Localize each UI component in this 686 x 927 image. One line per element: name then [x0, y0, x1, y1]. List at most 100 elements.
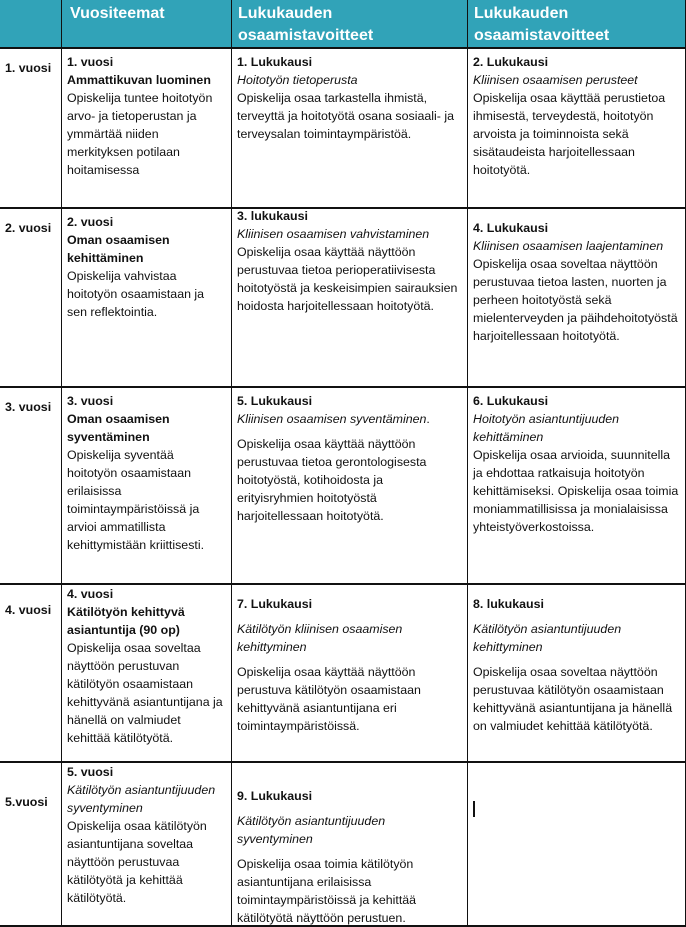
cell-subtitle: Kliinisen osaamisen perusteet — [473, 71, 681, 89]
cell-subtitle: Oman osaamisen syventäminen — [67, 410, 226, 446]
row-divider — [0, 761, 686, 763]
semester-cell: 2. Lukukausi Kliinisen osaamisen perustee… — [468, 47, 686, 207]
cell-text: 7. Lukukausi — [237, 597, 313, 611]
semester-cell: 6. Lukukausi Hoitotyön asiantuntijuuden k… — [468, 386, 686, 583]
cell-title: 2. vuosi — [67, 213, 226, 231]
semester-cell: 3. lukukausi Kliinisen osaamisen vahvista… — [232, 207, 467, 386]
cell-title: 9. Lukukausi — [237, 787, 462, 805]
semester-cell: 1. Lukukausi Hoitotyön tietoperusta Opiske… — [232, 47, 467, 207]
cell-body: Opiskelija osaa käyttää perustietoa ihmi… — [473, 89, 681, 179]
cell-text: Kliinisen osaamisen perusteet — [473, 73, 638, 87]
cell-text: 6. Lukukausi — [473, 394, 549, 408]
cell-subtitle: Hoitotyön tietoperusta — [237, 71, 462, 89]
cell-subtitle: Kätilötyön kehittyvä asiantuntija (90 op… — [67, 603, 226, 639]
year-theme-cell: 3. vuosi Oman osaamisen syventäminen Opisk… — [62, 386, 231, 583]
cell-body: Opiskelija osaa arvioida, suunnitella ja… — [473, 446, 681, 536]
row-divider — [0, 47, 686, 49]
row-divider — [0, 386, 686, 388]
cell-subtitle: Kätilötyön asiantuntijuuden syventyminen — [237, 812, 462, 848]
cell-text: Kätilötyön kliinisen osaamisen kehittymi… — [237, 622, 403, 654]
cell-body: Opiskelija osaa kätilötyön asiantuntijan… — [67, 817, 226, 907]
year-theme-cell: 4. vuosi Kätilötyön kehittyvä asiantunti… — [62, 583, 231, 761]
cell-title: 5. Lukukausi — [237, 392, 462, 410]
text-cursor — [473, 801, 475, 817]
cell-subtitle: Kliinisen osaamisen laajentaminen Opiske… — [473, 237, 681, 345]
year-theme-cell: 1. vuosi Ammattikuvan luominen Opiskelija … — [62, 47, 231, 207]
cell-title: 5. vuosi — [67, 763, 226, 781]
cell-text: Opiskelija osaa kätilötyön asiantuntijan… — [67, 819, 207, 905]
cell-subtitle: Kätilötyön asiantuntijuuden syventyminen — [67, 781, 226, 817]
cell-text: Opiskelija syventää hoitotyön osaamistaa… — [67, 448, 205, 552]
cell-body: Opiskelija osaa käyttää näyttöön perustu… — [237, 663, 462, 735]
cell-text: Kätilötyön kehittyvä asiantuntija (90 op… — [67, 605, 185, 637]
cell-title: 2. Lukukausi — [473, 53, 681, 71]
cell-body: Opiskelija osaa soveltaa näyttöön perust… — [473, 663, 681, 735]
semester-cell — [468, 761, 686, 927]
column-divider — [61, 0, 62, 927]
cell-text: 2. vuosi — [67, 215, 114, 229]
semester-cell: 7. Lukukausi Kätilötyön kliinisen osaami… — [232, 583, 467, 761]
year-cell: 5.vuosi — [5, 795, 48, 809]
cell-text: 2. Lukukausi — [473, 55, 549, 69]
cell-body: Opiskelija osaa toimia kätilötyön asiant… — [237, 855, 462, 927]
cell-text: Opiskelija osaa toimia kätilötyön asiant… — [237, 857, 417, 925]
cell-text: Opiskelija osaa käyttää näyttöön perustu… — [237, 245, 458, 313]
cell-body: Opiskelija osaa soveltaa näyttöön perust… — [67, 639, 226, 747]
semester-cell: 5. Lukukausi Kliinisen osaamisen syventäm… — [232, 386, 467, 583]
header-osaamistavoitteet-1: Lukukauden osaamistavoitteet — [232, 0, 467, 47]
cell-subtitle: Hoitotyön asiantuntijuuden kehittäminen — [473, 410, 681, 446]
row-divider — [0, 583, 686, 585]
column-divider — [467, 0, 468, 927]
cell-text: Opiskelija osaa käyttää perustietoa ihmi… — [473, 91, 666, 177]
cell-body: Opiskelija osaa käyttää näyttöön perustu… — [237, 435, 462, 525]
semester-cell: 8. lukukausi Kätilötyön asiantuntijuuden… — [468, 583, 686, 761]
cell-text: 4. vuosi — [67, 587, 114, 601]
cell-title: 4. vuosi — [67, 585, 226, 603]
cell-text: Oman osaamisen kehittäminen — [67, 233, 170, 265]
cell-text: 1. vuosi — [67, 55, 114, 69]
cell-text: Opiskelija tuntee hoitotyön arvo- ja tie… — [67, 91, 213, 177]
year-theme-cell: 2. vuosi Oman osaamisen kehittäminen Opisk… — [62, 207, 231, 386]
column-divider — [231, 0, 232, 927]
cell-title: 8. lukukausi — [473, 595, 681, 613]
cell-title: 3. vuosi — [67, 392, 226, 410]
cell-text: Oman osaamisen syventäminen — [67, 412, 170, 444]
header-vuositeemat: Vuositeemat — [62, 0, 231, 47]
cell-text: 3. vuosi — [67, 394, 114, 408]
cell-title: 1. Lukukausi — [237, 53, 462, 71]
cell-subtitle: Ammattikuvan luominen — [67, 71, 226, 89]
cell-title: 4. Lukukausi — [473, 219, 681, 237]
cell-text: Ammattikuvan luominen — [67, 73, 211, 87]
cell-text: 1. Lukukausi — [237, 55, 313, 69]
cell-text: Kliinisen osaamisen laajentaminen — [473, 239, 664, 253]
row-divider — [0, 207, 686, 209]
cell-title: 6. Lukukausi — [473, 392, 681, 410]
cell-text: 5. vuosi — [67, 765, 114, 779]
cell-body: Opiskelija syventää hoitotyön osaamistaa… — [67, 446, 226, 554]
cell-subtitle: Oman osaamisen kehittäminen — [67, 231, 226, 267]
cell-text: 3. lukukausi — [237, 209, 308, 223]
cell-text: 4. Lukukausi — [473, 221, 549, 235]
semester-cell: 9. Lukukausi Kätilötyön asiantuntijuuden … — [232, 761, 467, 927]
cell-text: Kätilötyön asiantuntijuuden kehittyminen — [473, 622, 622, 654]
cell-subtitle: Kätilötyön kliinisen osaamisen kehittymi… — [237, 620, 462, 656]
cell-text: . — [426, 412, 430, 426]
semester-cell: 4. Lukukausi Kliinisen osaamisen laajenta… — [468, 207, 686, 386]
cell-text: 9. Lukukausi — [237, 789, 313, 803]
cell-text: Opiskelija osaa soveltaa näyttöön perust… — [473, 665, 673, 733]
cell-subtitle: Kliinisen osaamisen syventäminen. — [237, 410, 462, 428]
cell-text: Kliinisen osaamisen syventäminen — [237, 412, 427, 426]
cell-text: 8. lukukausi — [473, 597, 544, 611]
cell-title: 1. vuosi — [67, 53, 226, 71]
header-osaamistavoitteet-2: Lukukauden osaamistavoitteet — [468, 0, 686, 47]
cell-text: Opiskelija osaa arvioida, suunnitella ja… — [473, 448, 679, 534]
cell-body: Opiskelija tuntee hoitotyön arvo- ja tie… — [67, 89, 226, 179]
year-theme-cell: 5. vuosi Kätilötyön asiantuntijuuden syve… — [62, 761, 231, 927]
cell-text: Kliinisen osaamisen vahvistaminen — [237, 227, 430, 241]
year-cell: 4. vuosi — [5, 603, 52, 617]
cell-title: 7. Lukukausi — [237, 595, 462, 613]
cell-text: Opiskelija vahvistaa hoitotyön osaamista… — [67, 269, 205, 319]
cell-body: Opiskelija vahvistaa hoitotyön osaamista… — [67, 267, 226, 321]
cell-text: Kätilötyön asiantuntijuuden syventyminen — [237, 814, 386, 846]
